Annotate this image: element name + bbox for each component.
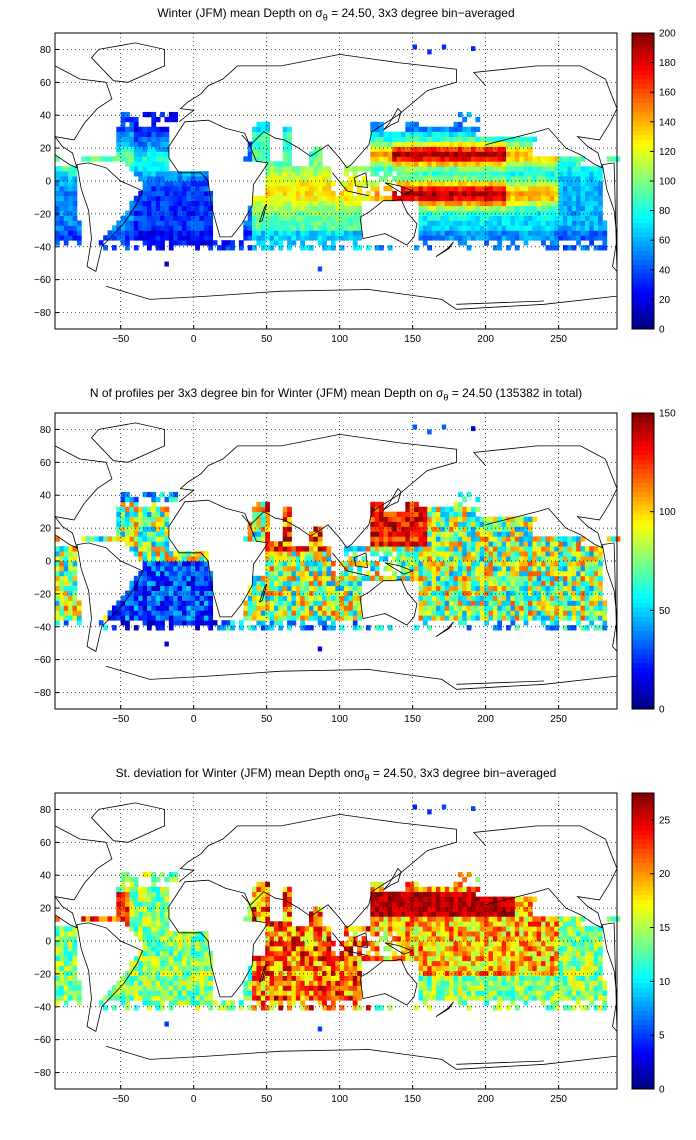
y-tick-label: 0 xyxy=(45,557,51,568)
x-tick-labels: −50 0 50 100 150 200 250 xyxy=(112,325,567,345)
y-tick-label: 0 xyxy=(45,937,51,948)
y-tick-label: 60 xyxy=(40,838,52,849)
data-cells xyxy=(55,804,621,1032)
colorbar-tick-label: 25 xyxy=(659,815,671,826)
colorbar-tick-label: 120 xyxy=(659,147,676,158)
y-tick-label: 20 xyxy=(40,524,52,535)
y-tick-label: 80 xyxy=(40,805,52,816)
coastlines xyxy=(54,422,618,690)
colorbar-tick-label: 5 xyxy=(659,1031,665,1042)
colorbar-tick-label: 40 xyxy=(659,265,671,276)
panel-title: Winter (JFM) mean Depth on σθ = 24.50, 3… xyxy=(157,6,515,23)
x-tick-label: 150 xyxy=(404,714,421,725)
x-tick-label: 100 xyxy=(331,1094,348,1105)
y-tick-label: −40 xyxy=(34,622,51,633)
colorbar-tick-label: 15 xyxy=(659,923,671,934)
y-tick-label: 20 xyxy=(40,144,52,155)
y-tick-label: −40 xyxy=(34,1002,51,1013)
x-tick-label: −50 xyxy=(112,1094,129,1105)
y-tick-label: −20 xyxy=(34,209,51,220)
colorbar-tick-label: 200 xyxy=(659,29,676,40)
colorbar-tick-label: 140 xyxy=(659,117,676,128)
y-tick-label: −80 xyxy=(34,308,51,319)
y-tick-labels: 80 60 40 20 0 −20 −40 −60 −80 xyxy=(34,425,59,699)
x-tick-label: 50 xyxy=(261,714,273,725)
panel-title: St. deviation for Winter (JFM) mean Dept… xyxy=(115,766,557,783)
x-tick-label: 150 xyxy=(404,334,421,345)
x-tick-label: 200 xyxy=(477,714,494,725)
y-tick-label: −60 xyxy=(34,275,51,286)
colorbar-tick-label: 100 xyxy=(659,507,676,518)
x-tick-label: 100 xyxy=(331,334,348,345)
panel-title: N of profiles per 3x3 degree bin for Win… xyxy=(89,386,583,403)
coastlines xyxy=(54,42,618,310)
map-grid xyxy=(55,413,617,709)
x-tick-label: −50 xyxy=(112,334,129,345)
data-cells xyxy=(55,424,621,652)
y-tick-label: 60 xyxy=(40,78,52,89)
y-tick-label: −60 xyxy=(34,655,51,666)
map-grid xyxy=(55,793,617,1089)
y-tick-label: 40 xyxy=(40,111,52,122)
colorbar-tick-label: 80 xyxy=(659,206,671,217)
colorbar-tick-label: 150 xyxy=(659,409,676,420)
colorbar-tick-label: 160 xyxy=(659,88,676,99)
colorbar-tick-label: 60 xyxy=(659,236,671,247)
x-tick-label: 250 xyxy=(550,714,567,725)
x-tick-label: 0 xyxy=(191,334,197,345)
y-tick-label: 80 xyxy=(40,425,52,436)
colorbar: 0 5 10 15 20 25 xyxy=(631,792,671,1096)
y-tick-label: 60 xyxy=(40,458,52,469)
y-tick-labels: 80 60 40 20 0 −20 −40 −60 −80 xyxy=(34,805,59,1079)
panel-depth: Winter (JFM) mean Depth on σθ = 24.50, 3… xyxy=(0,0,696,380)
colorbar-tick-label: 0 xyxy=(659,325,665,336)
x-tick-label: 200 xyxy=(477,1094,494,1105)
x-tick-label: 0 xyxy=(191,714,197,725)
y-tick-label: 0 xyxy=(45,177,51,188)
x-tick-label: 200 xyxy=(477,334,494,345)
map-grid xyxy=(55,33,617,329)
y-tick-label: −40 xyxy=(34,242,51,253)
panel-std: St. deviation for Winter (JFM) mean Dept… xyxy=(0,760,696,1140)
x-tick-label: −50 xyxy=(112,714,129,725)
colorbar: 0 50 100 150 xyxy=(631,409,676,716)
y-tick-label: −80 xyxy=(34,688,51,699)
colorbar-tick-label: 0 xyxy=(659,1085,665,1096)
y-tick-label: 40 xyxy=(40,491,52,502)
x-tick-label: 250 xyxy=(550,334,567,345)
x-tick-label: 250 xyxy=(550,1094,567,1105)
x-tick-label: 50 xyxy=(261,334,273,345)
colorbar-tick-label: 180 xyxy=(659,58,676,69)
y-tick-label: 80 xyxy=(40,45,52,56)
colorbar-tick-label: 20 xyxy=(659,295,671,306)
panel-count: N of profiles per 3x3 degree bin for Win… xyxy=(0,380,696,760)
y-tick-label: −20 xyxy=(34,589,51,600)
x-tick-label: 0 xyxy=(191,1094,197,1105)
y-tick-labels: 80 60 40 20 0 −20 −40 −60 −80 xyxy=(34,45,59,319)
y-tick-label: −20 xyxy=(34,969,51,980)
y-tick-label: 40 xyxy=(40,871,52,882)
x-tick-labels: −50 0 50 100 150 200 250 xyxy=(112,705,567,725)
colorbar-tick-label: 0 xyxy=(659,705,665,716)
x-tick-labels: −50 0 50 100 150 200 250 xyxy=(112,1085,567,1105)
colorbar-tick-label: 20 xyxy=(659,869,671,880)
x-tick-label: 100 xyxy=(331,714,348,725)
colorbar-tick-label: 10 xyxy=(659,977,671,988)
x-tick-label: 150 xyxy=(404,1094,421,1105)
colorbar: 0 20 40 60 80 100 120 140 160 180 200 xyxy=(631,29,676,336)
y-tick-label: 20 xyxy=(40,904,52,915)
y-tick-label: −80 xyxy=(34,1068,51,1079)
coastlines xyxy=(54,802,618,1070)
colorbar-tick-label: 100 xyxy=(659,177,676,188)
y-tick-label: −60 xyxy=(34,1035,51,1046)
colorbar-tick-label: 50 xyxy=(659,606,671,617)
x-tick-label: 50 xyxy=(261,1094,273,1105)
